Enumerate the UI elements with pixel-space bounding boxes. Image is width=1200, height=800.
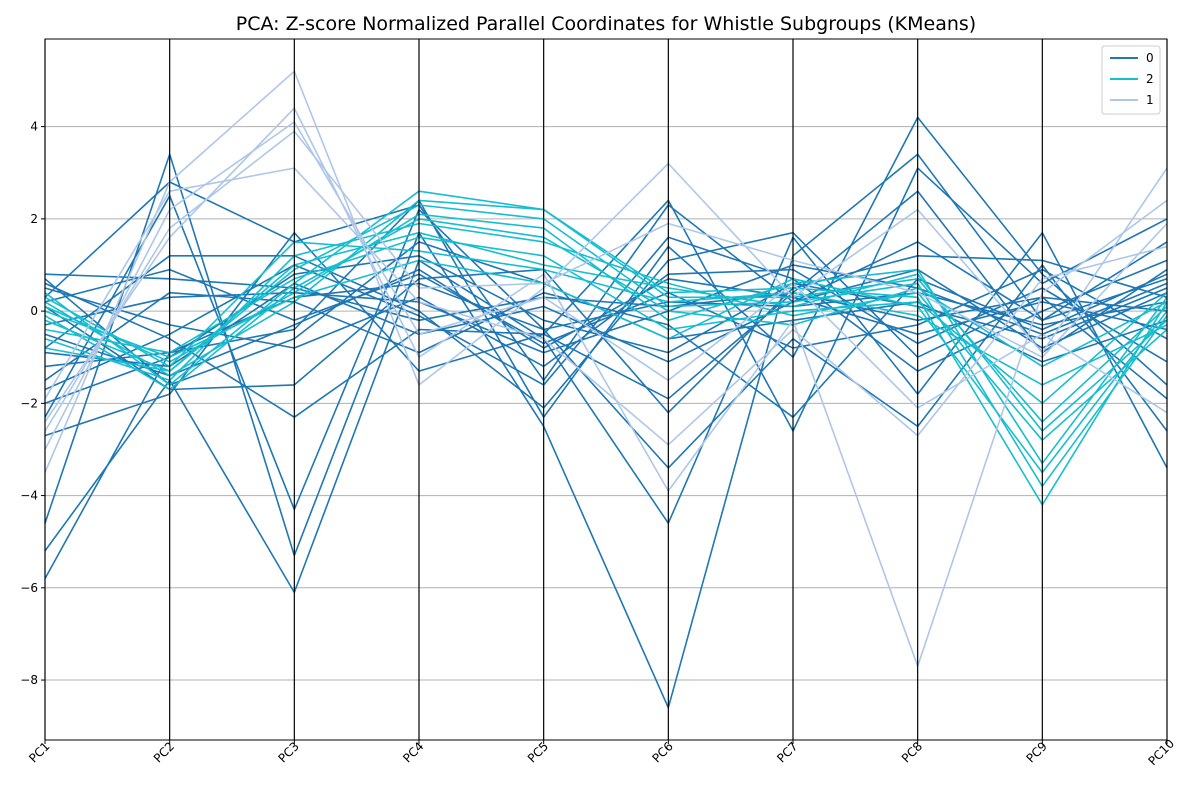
x-tick-label-PC10: PC10: [1145, 736, 1177, 768]
x-tick-label-PC2: PC2: [151, 739, 177, 765]
series-0-line-6: [44, 231, 1168, 594]
x-tick-label-PC6: PC6: [650, 739, 676, 765]
series-2-line-6: [44, 241, 1168, 386]
series-1-line-4: [44, 130, 1168, 432]
x-tick-label-PC7: PC7: [774, 739, 800, 765]
series-0-line-14: [44, 268, 1168, 368]
x-tick-label-PC9: PC9: [1024, 739, 1050, 765]
x-tick-label-PC3: PC3: [276, 739, 302, 765]
series-2-line-9: [44, 231, 1168, 432]
series-2-line-7: [44, 218, 1168, 391]
y-tick-label-2: −4: [20, 489, 38, 503]
x-tick-label-PC1: PC1: [26, 739, 52, 765]
series-1-line-2: [44, 121, 1168, 450]
x-tick-labels: PC1 PC2 PC3 PC4 PC5 PC6 PC7 PC8 PC9 PC10: [26, 736, 1177, 768]
series-lines: [44, 70, 1168, 709]
legend-label-2: 2: [1146, 72, 1154, 86]
y-tick-label-4: 0: [30, 304, 38, 318]
legend: 0 2 1: [1101, 45, 1161, 115]
series-0-line-12: [44, 255, 1168, 414]
legend-label-0: 0: [1146, 51, 1154, 65]
series-0-line-9: [44, 195, 1168, 511]
plot-frame: [44, 38, 1168, 741]
y-tick-label-6: 4: [30, 120, 38, 134]
x-tick-label-PC4: PC4: [400, 739, 426, 765]
y-tick-label-0: −8: [20, 673, 38, 687]
series-0-line-13: [44, 273, 1168, 419]
y-tick-label-3: −2: [20, 396, 38, 410]
series-0-line-10: [44, 190, 1168, 419]
series-0-line-8: [44, 167, 1168, 437]
series-2-line-1: [44, 204, 1168, 488]
series-0-line-15: [44, 268, 1168, 368]
x-tick-label-PC5: PC5: [525, 739, 551, 765]
series-1-line-1: [44, 107, 1168, 668]
legend-label-1: 1: [1146, 93, 1154, 107]
series-2-line-8: [44, 259, 1168, 474]
x-tick-label-PC8: PC8: [899, 739, 925, 765]
gridlines: [45, 126, 1167, 681]
chart-title: PCA: Z-score Normalized Parallel Coordin…: [236, 13, 976, 35]
y-tick-label-5: 2: [30, 212, 38, 226]
y-tick-labels: −8 −6 −4 −2 0 2 4: [20, 120, 45, 687]
y-tick-label-1: −6: [20, 581, 38, 595]
series-0-line-19: [44, 264, 1168, 354]
series-0-line-7: [44, 153, 1168, 709]
series-2-line-0: [44, 190, 1168, 506]
series-0-line-5: [44, 116, 1168, 579]
series-1-line-0: [44, 70, 1168, 473]
series-0-line-2: [44, 268, 1168, 377]
